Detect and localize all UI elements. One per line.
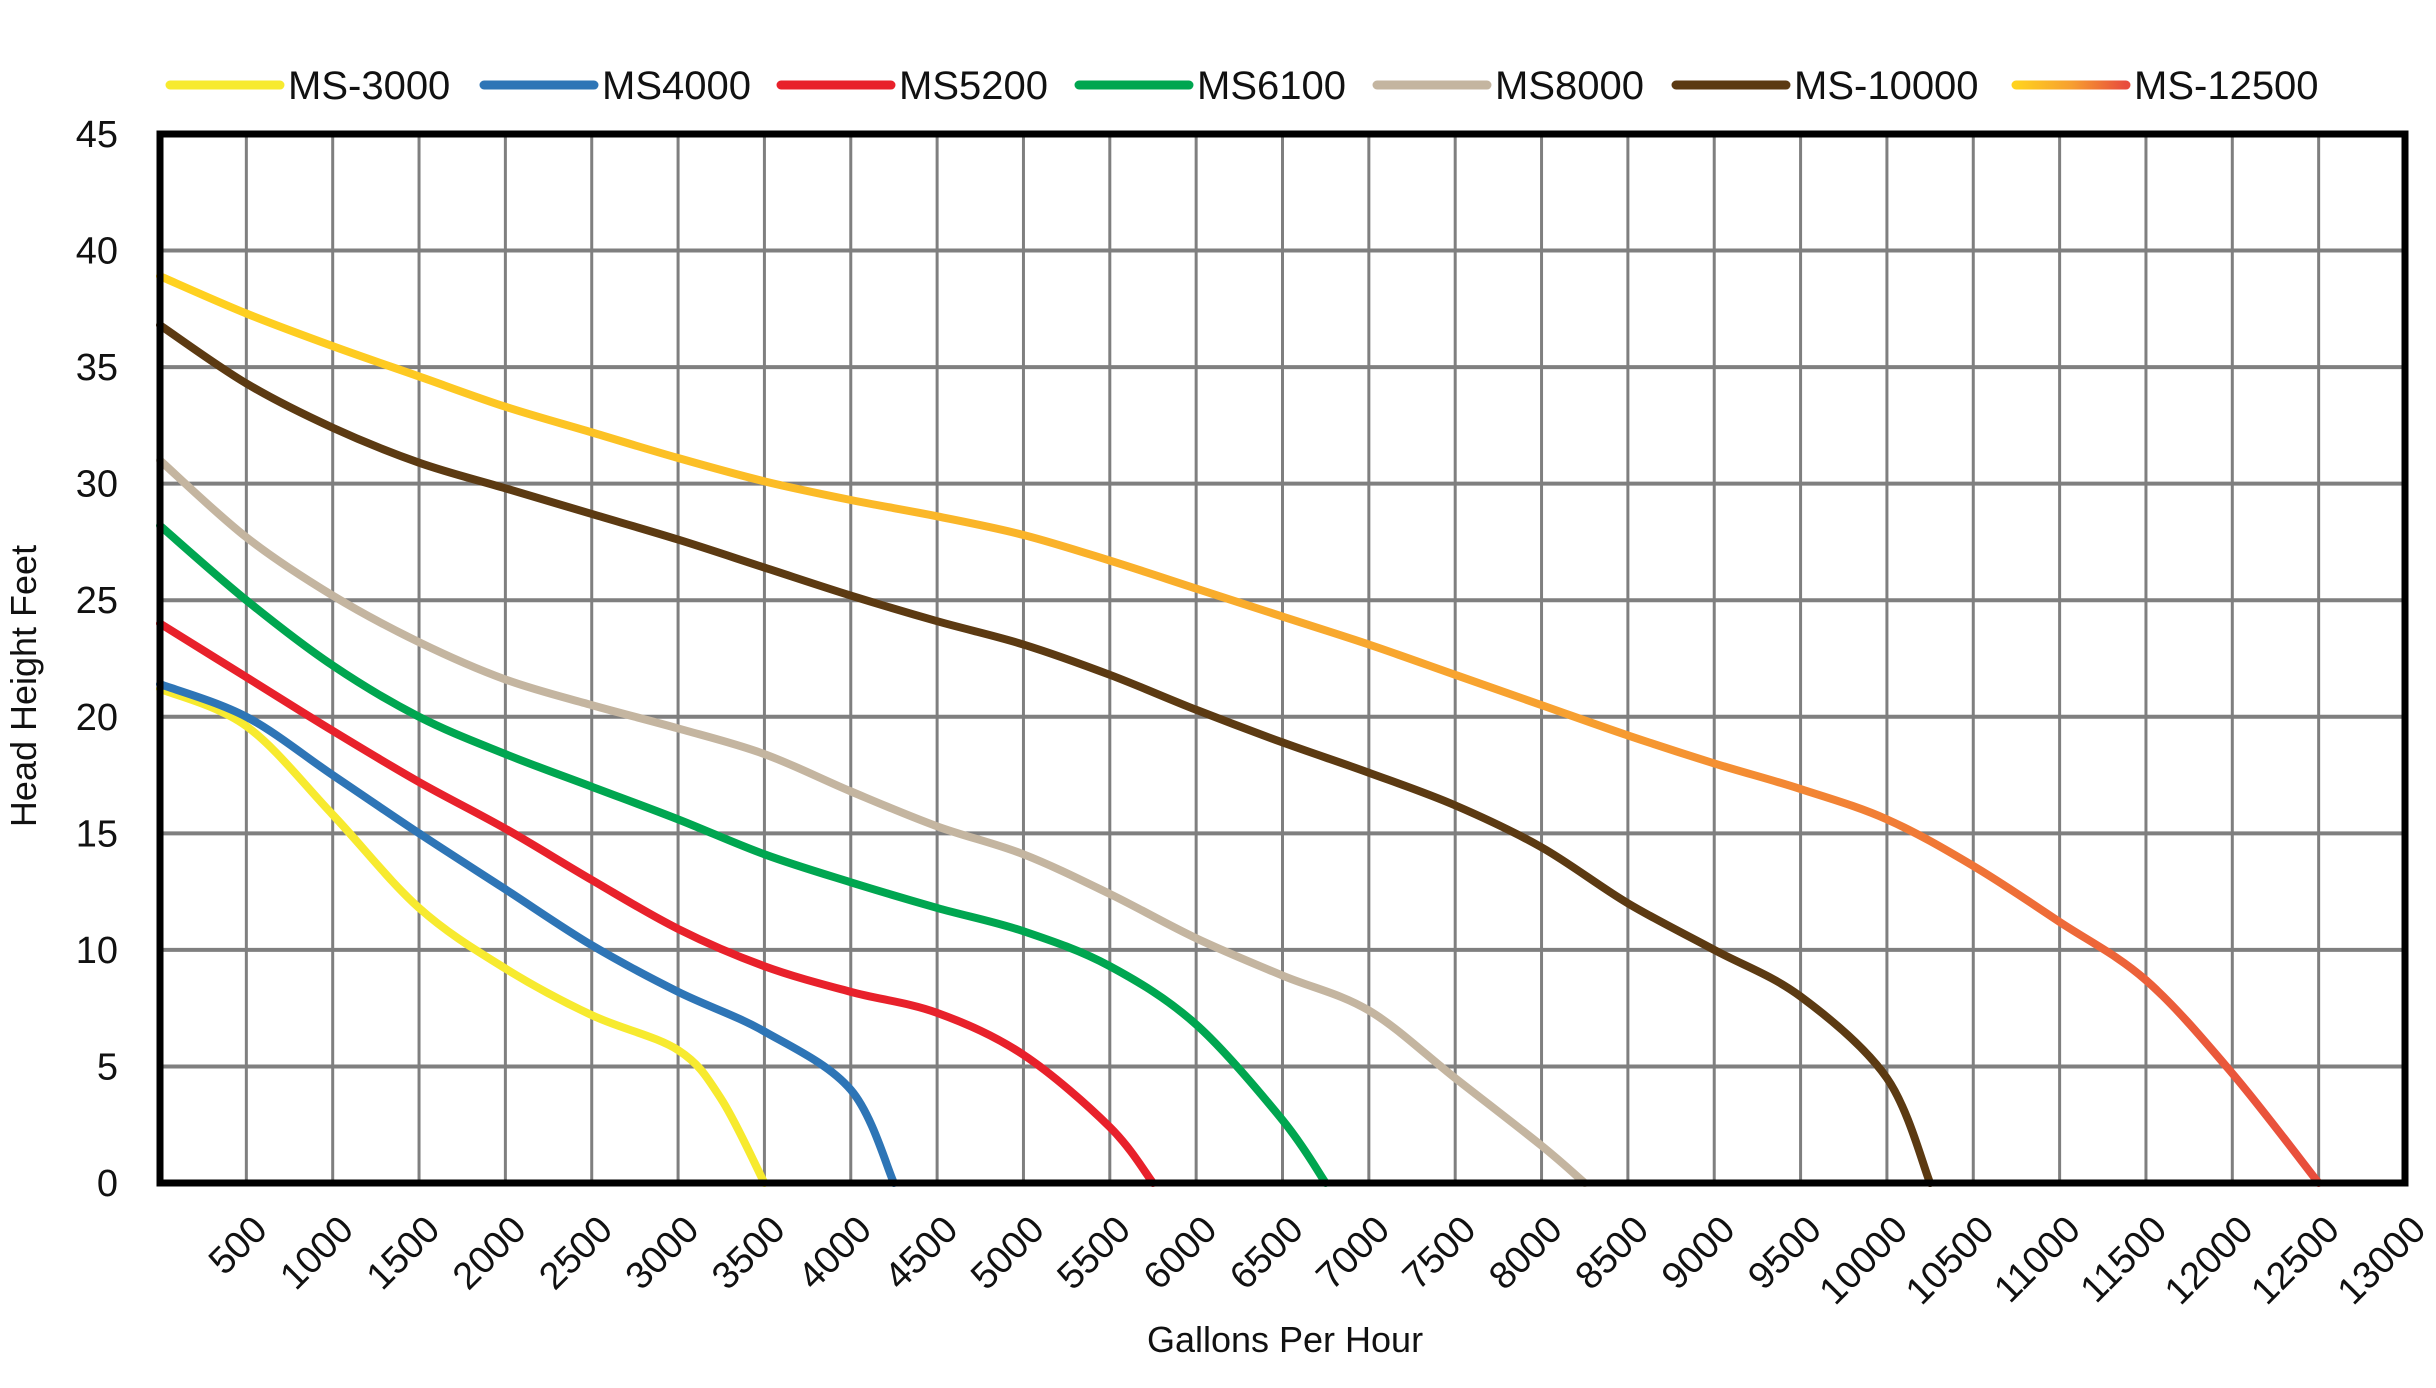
series-line-ms6100: [156, 521, 1330, 1187]
x-axis-title: Gallons Per Hour: [1147, 1319, 1423, 1360]
series-line-ms-12500: [156, 272, 2323, 1187]
x-tick-label: 500: [201, 1208, 276, 1283]
y-tick-label: 45: [76, 114, 118, 156]
x-tick-labels: 5001000150020002500300035004000450050005…: [201, 1208, 2434, 1312]
series-line-ms4000: [156, 680, 898, 1187]
x-tick-label: 2000: [445, 1208, 534, 1297]
y-tick-label: 25: [76, 580, 118, 622]
y-tick-label: 10: [76, 930, 118, 972]
x-tick-label: 11500: [2073, 1208, 2175, 1310]
gridlines: [160, 132, 2407, 1185]
legend-label: MS5200: [899, 64, 1048, 108]
x-tick-label: 7500: [1395, 1208, 1484, 1297]
x-tick-label: 9000: [1654, 1208, 1743, 1297]
legend-label: MS4000: [602, 64, 751, 108]
x-tick-label: 13000: [2330, 1208, 2434, 1312]
series-lines: [156, 272, 2323, 1187]
x-tick-label: 6500: [1222, 1208, 1311, 1297]
x-tick-label: 3500: [704, 1208, 793, 1297]
y-axis-title: Head Height Feet: [3, 545, 44, 827]
x-tick-label: 12000: [2157, 1208, 2261, 1312]
y-tick-label: 30: [76, 464, 118, 506]
y-tick-label: 35: [76, 347, 118, 389]
x-tick-label: 1500: [359, 1208, 448, 1297]
x-tick-label: 1000: [272, 1208, 361, 1297]
legend-label: MS6100: [1197, 64, 1346, 108]
y-tick-labels: 0 5 10 15 20 25 30 35 40 45: [76, 114, 118, 1205]
x-tick-label: 6000: [1136, 1208, 1225, 1297]
series-line-ms-10000: [156, 321, 1935, 1187]
x-tick-label: 4500: [877, 1208, 966, 1297]
series-line-ms-3000: [156, 684, 769, 1187]
x-tick-label: 10000: [1812, 1208, 1916, 1312]
x-tick-label: 12500: [2243, 1208, 2347, 1312]
x-tick-label: 5500: [1049, 1208, 1138, 1297]
legend: MS-3000 MS4000 MS5200 MS6100 MS8000 MS-10000 M…: [165, 64, 2319, 108]
x-tick-label: 2500: [531, 1208, 620, 1297]
x-tick-label: 3000: [618, 1208, 707, 1297]
x-tick-label: 11000: [1986, 1208, 2088, 1310]
x-tick-label: 4000: [790, 1208, 879, 1297]
y-tick-label: 0: [97, 1163, 118, 1205]
y-tick-label: 20: [76, 697, 118, 739]
y-tick-label: 40: [76, 231, 118, 273]
x-tick-label: 10500: [1898, 1208, 2002, 1312]
y-tick-label: 15: [76, 813, 118, 855]
y-tick-label: 5: [97, 1046, 118, 1088]
legend-label: MS-10000: [1794, 64, 1979, 108]
x-tick-label: 8500: [1568, 1208, 1657, 1297]
x-tick-label: 7000: [1309, 1208, 1398, 1297]
legend-label: MS-3000: [288, 64, 450, 108]
x-tick-label: 8000: [1481, 1208, 1570, 1297]
x-tick-label: 5000: [963, 1208, 1052, 1297]
series-line-ms5200: [156, 619, 1157, 1187]
legend-label: MS-12500: [2134, 64, 2319, 108]
plot-frame: [156, 130, 2409, 1187]
series-line-ms8000: [156, 456, 1589, 1187]
legend-label: MS8000: [1495, 64, 1644, 108]
